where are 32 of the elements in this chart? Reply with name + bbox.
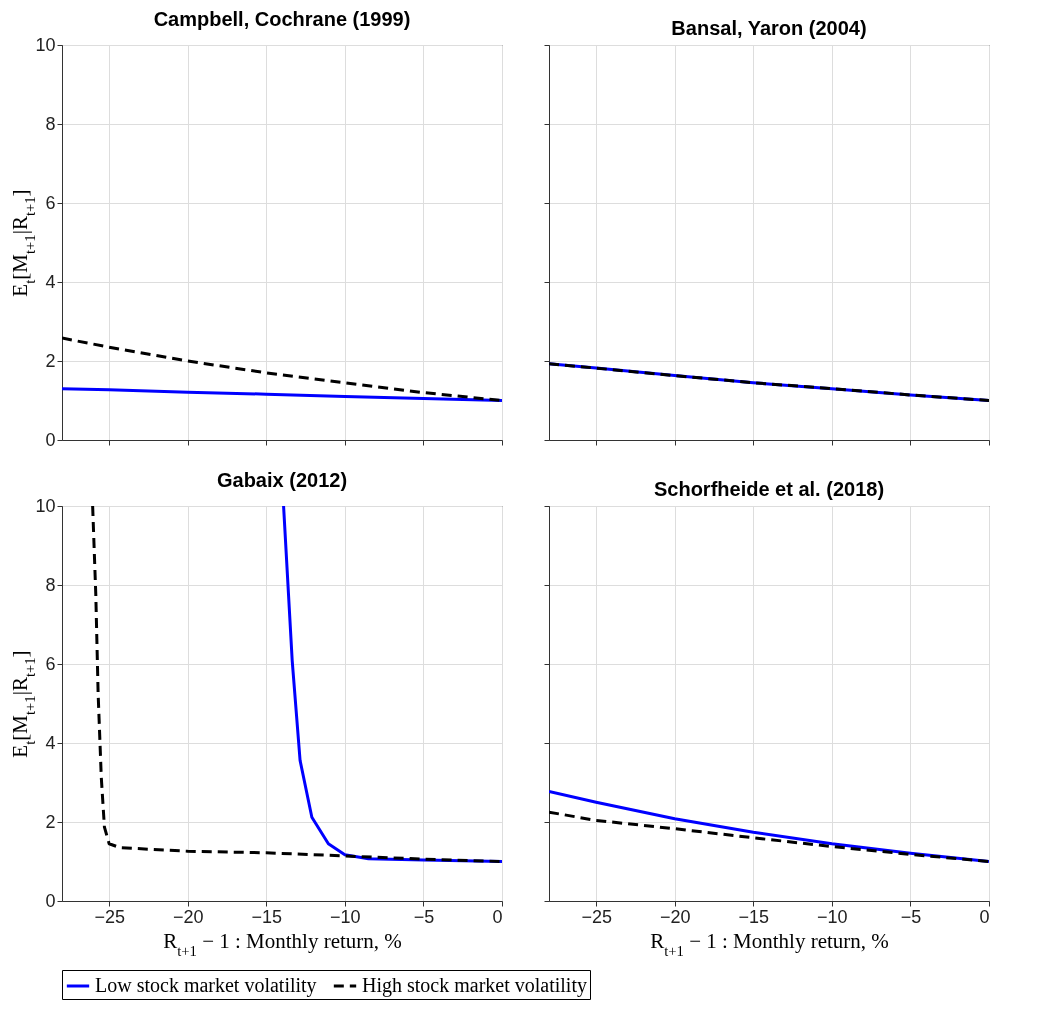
chart-title: Campbell, Cochrane (1999) bbox=[153, 8, 411, 30]
x-tick-label: −10 bbox=[330, 906, 361, 927]
x-tick-label: −5 bbox=[900, 906, 922, 927]
x-tick-label: −25 bbox=[94, 906, 125, 927]
x-axis-title: R$_{t+1}$ − 1 : Monthly return, % bbox=[163, 928, 402, 959]
y-tick-label: 0 bbox=[45, 429, 56, 450]
y-tick-label: 4 bbox=[45, 732, 56, 753]
x-tick-label: 0 bbox=[492, 906, 503, 927]
x-axis-title: R$_{t+1}$ − 1 : Monthly return, % bbox=[650, 928, 889, 959]
y-tick-label: 2 bbox=[45, 811, 56, 832]
chart-title: Bansal, Yaron (2004) bbox=[671, 16, 867, 39]
x-tick-label: −15 bbox=[251, 906, 283, 927]
x-tick-label: −10 bbox=[817, 906, 848, 927]
x-tick-label: 0 bbox=[979, 906, 990, 927]
chart-title: Schorfheide et al. (2018) bbox=[653, 477, 885, 500]
chart-title: Gabaix (2012) bbox=[216, 469, 348, 491]
y-tick-label: 8 bbox=[45, 574, 56, 595]
legend-label: Low stock market volatility bbox=[95, 974, 317, 997]
legend-label: High stock market volatility bbox=[362, 974, 587, 997]
y-tick-label: 6 bbox=[45, 653, 56, 674]
y-tick-label: 4 bbox=[45, 271, 56, 292]
y-tick-label: 2 bbox=[45, 350, 56, 371]
x-tick-label: −5 bbox=[413, 906, 435, 927]
y-tick-label: 0 bbox=[45, 890, 56, 911]
y-tick-label: 8 bbox=[45, 113, 56, 134]
x-tick-label: −15 bbox=[738, 906, 770, 927]
y-tick-label: 6 bbox=[45, 192, 56, 213]
y-tick-label: 10 bbox=[35, 495, 56, 516]
x-tick-label: −25 bbox=[581, 906, 612, 927]
x-tick-label: −20 bbox=[659, 906, 691, 927]
y-tick-label: 10 bbox=[35, 34, 56, 55]
x-tick-label: −20 bbox=[172, 906, 204, 927]
